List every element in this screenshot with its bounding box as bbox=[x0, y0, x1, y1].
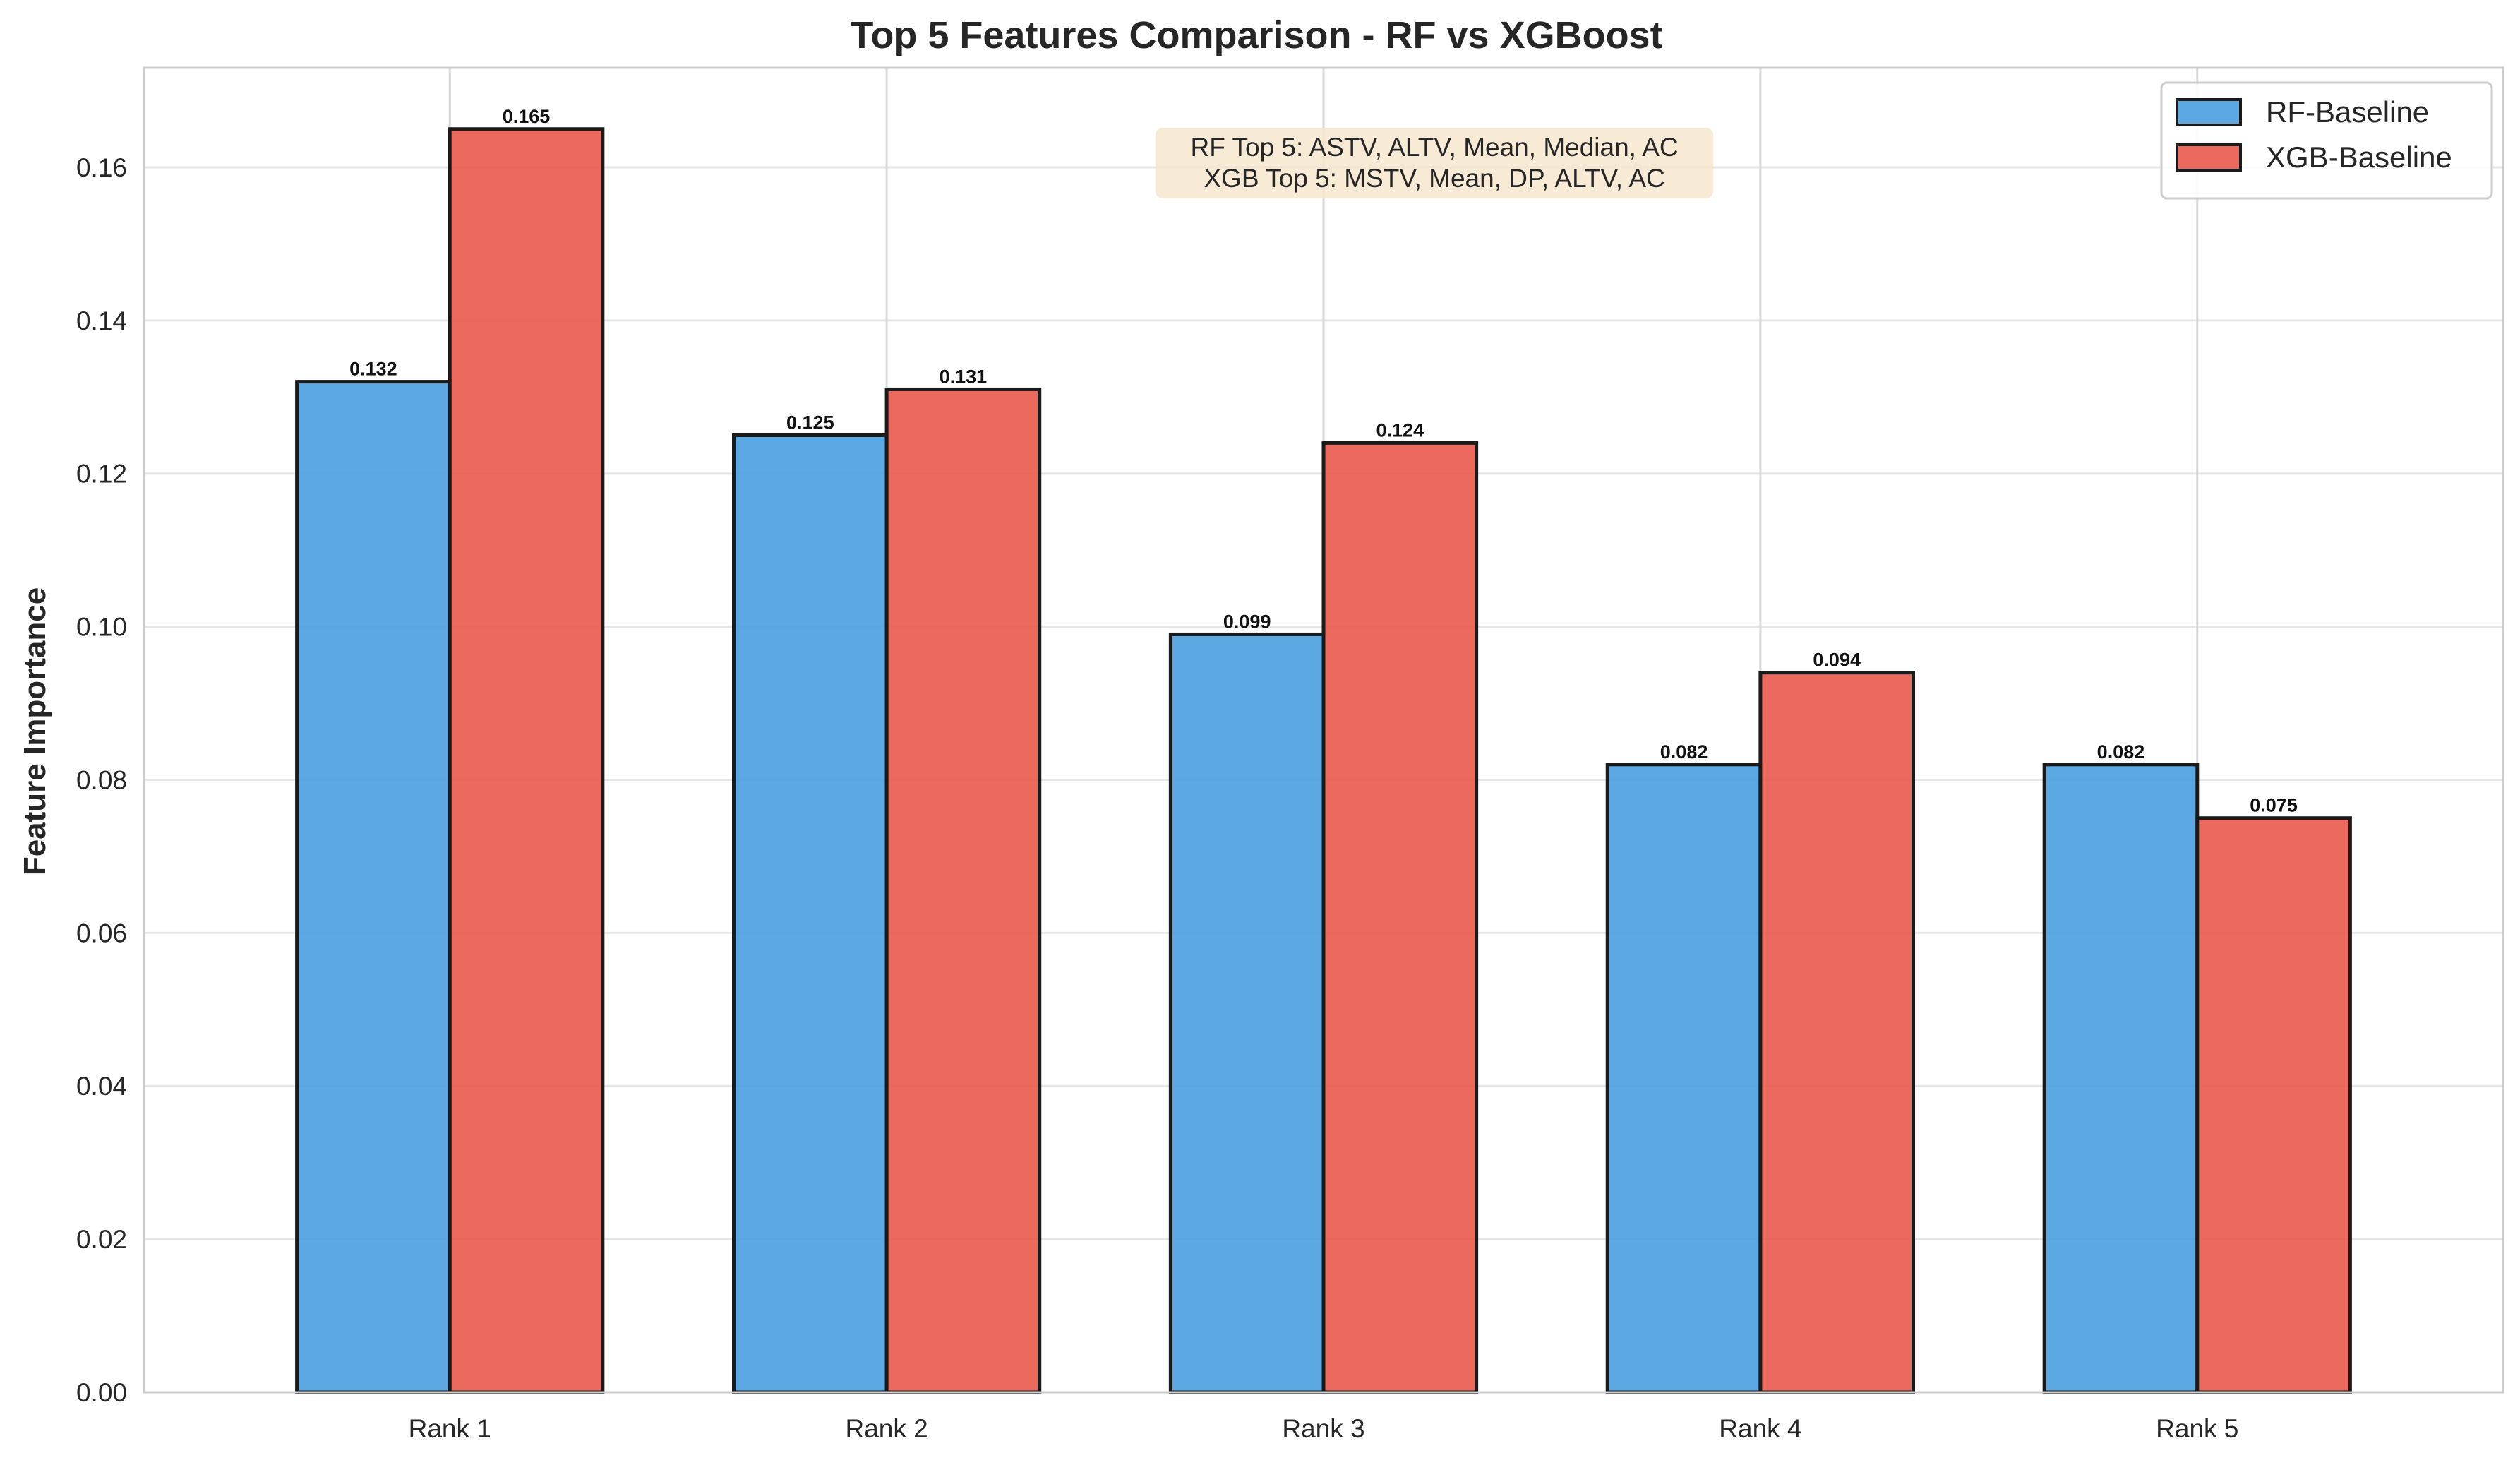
bar-value-label: 0.124 bbox=[1376, 419, 1424, 441]
xgb-bar bbox=[1758, 671, 1916, 1394]
bar-value-labels: 0.132 0.125 0.099 0.082 0.082 0.165 0.131 0.124… bbox=[349, 106, 2298, 816]
bar-value-label: 0.132 bbox=[349, 359, 397, 380]
y-tick-label: 0.14 bbox=[76, 306, 127, 335]
bars bbox=[295, 127, 2352, 1394]
rf-bar bbox=[1168, 632, 1326, 1394]
annotation-background bbox=[1156, 128, 1714, 198]
plot-frame bbox=[143, 66, 2504, 1394]
axes: 0.00 0.02 0.04 0.06 0.08 0.10 0.12 0.14 0.16 Rank… bbox=[76, 66, 2504, 1443]
rf-bar bbox=[2042, 763, 2200, 1394]
rf-bar bbox=[732, 433, 889, 1394]
legend-swatch bbox=[2176, 143, 2242, 172]
annotation-box: RF Top 5: ASTV, ALTV, Mean, Median, ACXG… bbox=[1156, 128, 1714, 198]
legend: RF-Baseline XGB-Baseline bbox=[2160, 81, 2493, 200]
y-tick-label: 0.04 bbox=[76, 1072, 127, 1101]
bar-value-label: 0.165 bbox=[503, 106, 551, 127]
legend-label: RF-Baseline bbox=[2266, 95, 2429, 128]
bar-value-label: 0.094 bbox=[1813, 650, 1861, 671]
annotation-line: XGB Top 5: MSTV, Mean, DP, ALTV, AC bbox=[1204, 164, 1664, 193]
xgb-bar bbox=[884, 387, 1042, 1394]
y-tick-label: 0.12 bbox=[76, 460, 127, 489]
bar-value-label: 0.131 bbox=[940, 366, 988, 387]
legend-swatch bbox=[2176, 98, 2242, 126]
legend-box bbox=[2160, 81, 2493, 200]
bar-value-label: 0.125 bbox=[786, 412, 834, 433]
legend-label: XGB-Baseline bbox=[2266, 140, 2452, 174]
y-axis-title: Feature Importance bbox=[18, 587, 52, 875]
y-tick-label: 0.08 bbox=[76, 765, 127, 794]
y-tick-label: 0.10 bbox=[76, 613, 127, 642]
xgb-bar bbox=[448, 127, 605, 1394]
y-tick-label: 0.02 bbox=[76, 1225, 127, 1254]
y-tick-label: 0.16 bbox=[76, 153, 127, 182]
rf-bar bbox=[295, 380, 452, 1394]
x-tick-label: Rank 5 bbox=[2156, 1414, 2238, 1443]
x-tick-label: Rank 4 bbox=[1719, 1414, 1801, 1443]
x-tick-label: Rank 3 bbox=[1282, 1414, 1364, 1443]
xgb-bar bbox=[2195, 816, 2352, 1394]
bar-value-label: 0.099 bbox=[1223, 611, 1271, 632]
rf-bar bbox=[1605, 763, 1763, 1394]
bar-value-label: 0.075 bbox=[2250, 795, 2298, 816]
bar-value-label: 0.082 bbox=[2097, 741, 2145, 763]
x-tick-label: Rank 1 bbox=[409, 1414, 491, 1443]
xgb-bar bbox=[1321, 441, 1479, 1394]
chart-title: Top 5 Features Comparison - RF vs XGBoos… bbox=[850, 14, 1662, 56]
y-tick-label: 0.00 bbox=[76, 1378, 127, 1407]
bar-value-label: 0.082 bbox=[1660, 741, 1708, 763]
annotation-line: RF Top 5: ASTV, ALTV, Mean, Median, AC bbox=[1191, 133, 1679, 162]
x-tick-label: Rank 2 bbox=[845, 1414, 928, 1443]
y-tick-label: 0.06 bbox=[76, 919, 127, 947]
